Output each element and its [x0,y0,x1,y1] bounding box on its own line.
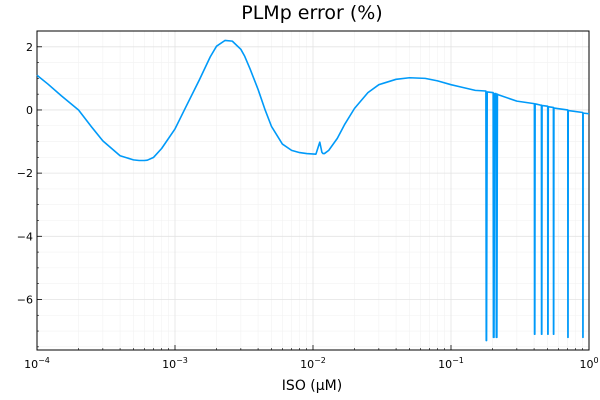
y-tick-label: −4 [17,230,33,243]
series-layer [36,39,590,342]
y-tick-label: 2 [26,41,33,54]
series-line [36,39,590,342]
y-tick-label: 0 [26,104,33,117]
x-axis-label: ISO (μM) [282,378,342,394]
y-tick-label: −2 [17,167,33,180]
axis-ticks: 10−4 10−3 10−2 10−1 100 2 0 −2 −4 −6 [17,30,599,371]
x-tick-label: 10−1 [438,356,464,371]
x-tick-label: 100 [579,356,598,371]
grid [36,30,590,350]
y-tick-label: −6 [17,293,33,306]
chart-title: PLMp error (%) [241,2,382,24]
x-tick-label: 10−3 [162,356,188,371]
x-tick-label: 10−4 [24,356,50,371]
x-tick-label: 10−2 [300,356,326,371]
